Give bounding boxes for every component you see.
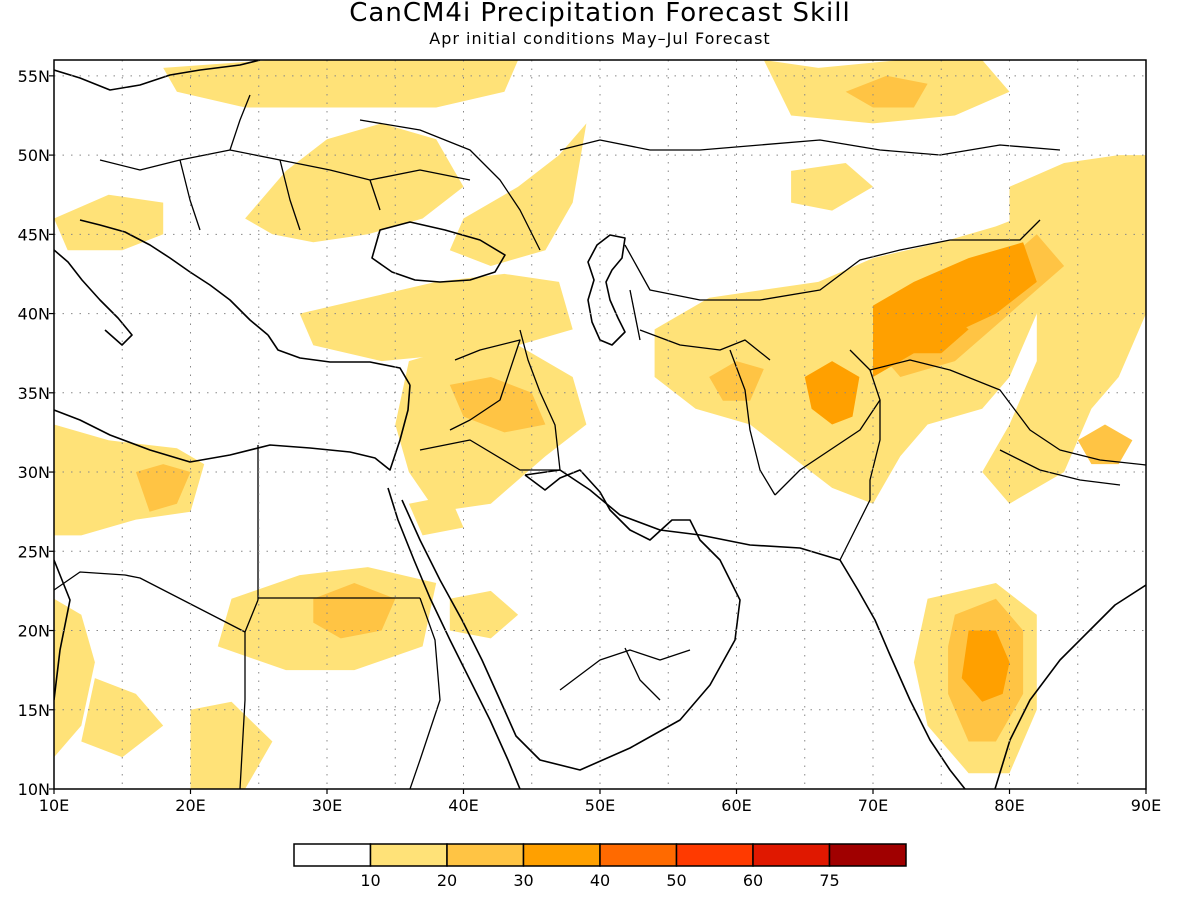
- iran-iraq-border: [519, 329, 561, 471]
- uzbek-border: [629, 289, 641, 341]
- colorbar-label: 10: [360, 871, 380, 890]
- skill-region-tibet-core: [1077, 424, 1133, 465]
- skill-region-levant-yellow: [408, 495, 464, 536]
- colorbar-swatch: [752, 843, 831, 867]
- skill-region-darfur-yellow: [190, 701, 273, 789]
- colorbar-label: 20: [437, 871, 457, 890]
- persian-gulf-north-coast: [524, 469, 841, 561]
- lon-tick-label: 80E: [994, 796, 1024, 815]
- skill-region-india-core: [961, 630, 1010, 702]
- lon-tick-label: 90E: [1131, 796, 1161, 815]
- skill-region-balkans-yellow: [54, 194, 164, 251]
- skill-region-sudan-core: [313, 583, 396, 639]
- skill-shading-layer: [54, 60, 1146, 789]
- china-tibet-border: [869, 359, 1146, 466]
- lon-tick-label: 60E: [721, 796, 751, 815]
- skill-region-libya-core: [135, 464, 191, 512]
- arabian-east-coast: [401, 469, 741, 771]
- colorbar-swatch: [522, 843, 601, 867]
- mediterranean-south-coast: [54, 384, 411, 471]
- kazakh-border: [624, 219, 1041, 301]
- skill-region-libya-yellow: [54, 424, 205, 536]
- india-west-coast: [839, 559, 966, 789]
- skill-region-caucasus-yellow: [449, 123, 587, 267]
- figure-subtitle: Apr initial conditions May–Jul Forecast: [429, 29, 770, 48]
- skill-region-turkey-yellow: [299, 273, 573, 362]
- colorbar-label: 40: [590, 871, 610, 890]
- lat-tick-label: 20N: [18, 622, 50, 641]
- niger-libya-border: [54, 571, 246, 633]
- kazakh-north-border: [559, 139, 1061, 156]
- skill-region-chad-yellow: [81, 678, 164, 758]
- lon-tick-label: 30E: [312, 796, 342, 815]
- colorbar-label: 60: [743, 871, 763, 890]
- colorbar-swatch: [446, 843, 525, 867]
- lat-tick-label: 45N: [18, 225, 50, 244]
- european-borders: [99, 94, 471, 231]
- colorbar-swatch: [828, 843, 907, 867]
- saudi-jordan-border: [419, 439, 560, 471]
- sudan-chad-border: [409, 597, 441, 789]
- skill-region-mongolia-china-yellow: [982, 155, 1146, 504]
- lon-tick-label: 50E: [585, 796, 615, 815]
- india-nepal-border: [999, 449, 1121, 486]
- balkan-coast: [79, 219, 269, 336]
- skill-region-kazakh-north-yellow: [791, 163, 873, 211]
- red-sea-coast: [387, 487, 521, 789]
- colorbar-label: 30: [513, 871, 533, 890]
- lat-tick-label: 10N: [18, 780, 50, 799]
- skill-region-saudi-yellow: [449, 590, 519, 639]
- gridlines: [54, 60, 1146, 789]
- yemen-saudi-border: [559, 649, 691, 691]
- skill-region-west-africa-yellow: [54, 598, 95, 758]
- lon-tick-label: 40E: [448, 796, 478, 815]
- colorbar-swatch: [599, 843, 678, 867]
- lon-tick-label: 70E: [858, 796, 888, 815]
- turkey-south-coast: [267, 334, 411, 386]
- lat-tick-label: 55N: [18, 67, 50, 86]
- lat-tick-label: 50N: [18, 146, 50, 165]
- iran-afghan-border: [729, 349, 776, 496]
- colorbar-swatch: [675, 843, 754, 867]
- skill-region-turkmen-core: [709, 361, 764, 401]
- africa-west-edge: [54, 559, 71, 701]
- skill-region-afghanistan-core: [804, 361, 860, 425]
- colorbar-label: 50: [666, 871, 686, 890]
- caspian-sea-outline: [587, 234, 626, 346]
- syria-iraq-border: [449, 339, 521, 431]
- colorbar-swatch: [369, 843, 448, 867]
- lon-tick-label: 20E: [175, 796, 205, 815]
- russia-ukraine-border: [359, 119, 541, 251]
- figure-title: CanCM4i Precipitation Forecast Skill: [349, 0, 850, 28]
- colorbar-swatch: [293, 843, 372, 867]
- skill-region-tajikistan-core: [900, 305, 969, 354]
- india-pakistan-border: [839, 400, 881, 561]
- lon-tick-label: 10E: [39, 796, 69, 815]
- skill-region-siberia-core: [845, 75, 928, 108]
- colorbar: 10 20 30 40 50 60 75: [293, 843, 907, 890]
- lat-tick-label: 40N: [18, 305, 50, 324]
- iran-turkmen-border: [639, 329, 771, 361]
- longitude-ticks: 10E 20E 30E 40E 50E 60E 70E 80E 90E: [39, 789, 1161, 815]
- lat-tick-label: 35N: [18, 384, 50, 403]
- oman-border: [624, 647, 661, 701]
- skill-region-iraq-core: [449, 377, 546, 433]
- baltic-coast: [54, 60, 261, 91]
- italy-coast: [54, 249, 133, 346]
- skill-region-eastern-europe-yellow: [245, 123, 464, 243]
- border-layer: [54, 94, 1146, 789]
- lat-tick-label: 15N: [18, 701, 50, 720]
- latitude-ticks: 10N 15N 20N 25N 30N 35N 40N 45N 50N 55N: [18, 67, 54, 799]
- libya-chad-border: [239, 599, 259, 789]
- map-area: [54, 60, 1146, 789]
- lat-tick-label: 25N: [18, 542, 50, 561]
- colorbar-label: 75: [819, 871, 839, 890]
- lat-tick-label: 30N: [18, 463, 50, 482]
- skill-region-north-europe-yellow: [163, 60, 519, 108]
- black-sea-outline: [371, 221, 506, 283]
